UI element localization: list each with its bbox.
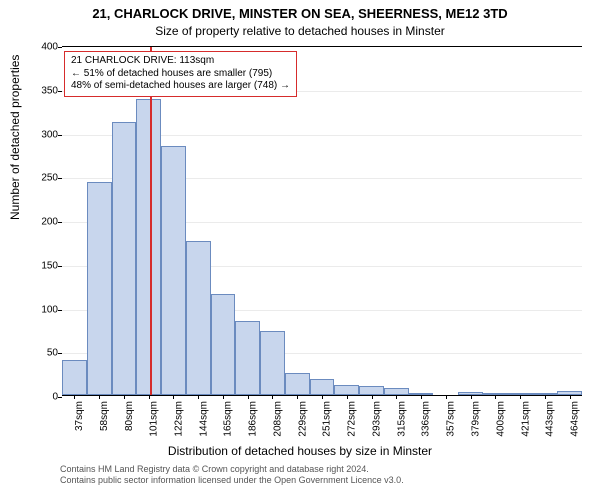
histogram-bar <box>310 379 335 395</box>
y-tick-label: 300 <box>24 129 62 140</box>
annotation-line: 48% of semi-detached houses are larger (… <box>71 80 290 93</box>
histogram-bar <box>62 360 87 395</box>
histogram-bar <box>112 122 137 395</box>
x-tick-label: 251sqm <box>322 397 333 437</box>
x-tick-label: 58sqm <box>99 397 110 431</box>
x-tick-label: 208sqm <box>272 397 283 437</box>
footer-line: Contains HM Land Registry data © Crown c… <box>60 464 590 475</box>
y-tick-label: 250 <box>24 173 62 184</box>
x-tick-label: 400sqm <box>495 397 506 437</box>
y-tick-label: 200 <box>24 217 62 228</box>
y-tick-label: 50 <box>24 348 62 359</box>
x-tick-label: 37sqm <box>74 397 85 431</box>
histogram-bar <box>87 182 112 395</box>
x-tick-label: 357sqm <box>446 397 457 437</box>
x-tick-label: 186sqm <box>248 397 259 437</box>
y-axis-label: Number of detached properties <box>8 55 22 220</box>
reference-annotation: 21 CHARLOCK DRIVE: 113sqm ← 51% of detac… <box>64 51 297 97</box>
chart-container: 21, CHARLOCK DRIVE, MINSTER ON SEA, SHEE… <box>0 0 600 500</box>
reference-line <box>150 47 152 395</box>
histogram-bar <box>186 241 211 395</box>
chart-title: 21, CHARLOCK DRIVE, MINSTER ON SEA, SHEE… <box>0 6 600 21</box>
y-tick-label: 100 <box>24 304 62 315</box>
histogram-bar <box>359 386 384 395</box>
x-tick-label: 293sqm <box>372 397 383 437</box>
histogram-bar <box>136 99 161 395</box>
x-tick-label: 421sqm <box>520 397 531 437</box>
y-tick-label: 150 <box>24 260 62 271</box>
y-tick-label: 400 <box>24 42 62 53</box>
annotation-line: ← 51% of detached houses are smaller (79… <box>71 68 290 81</box>
x-tick-label: 165sqm <box>223 397 234 437</box>
chart-subtitle: Size of property relative to detached ho… <box>0 24 600 38</box>
x-axis-label: Distribution of detached houses by size … <box>0 444 600 458</box>
histogram-bar <box>211 294 236 395</box>
histogram-bar <box>235 321 260 395</box>
annotation-line: 21 CHARLOCK DRIVE: 113sqm <box>71 55 290 68</box>
x-tick-label: 336sqm <box>421 397 432 437</box>
histogram-bar <box>285 373 310 395</box>
x-tick-label: 379sqm <box>471 397 482 437</box>
x-tick-label: 464sqm <box>570 397 581 437</box>
x-tick-label: 144sqm <box>198 397 209 437</box>
histogram-bar <box>384 388 409 395</box>
x-tick-label: 229sqm <box>297 397 308 437</box>
histogram-bar <box>334 385 359 396</box>
x-tick-label: 315sqm <box>396 397 407 437</box>
plot-area: 05010015020025030035040037sqm58sqm80sqm1… <box>62 46 582 396</box>
x-tick-label: 80sqm <box>124 397 135 431</box>
footer-attribution: Contains HM Land Registry data © Crown c… <box>60 464 590 487</box>
y-tick-label: 350 <box>24 85 62 96</box>
x-tick-label: 443sqm <box>545 397 556 437</box>
x-tick-label: 122sqm <box>173 397 184 437</box>
footer-line: Contains public sector information licen… <box>60 475 590 486</box>
histogram-bar <box>260 331 285 395</box>
x-tick-label: 272sqm <box>347 397 358 437</box>
x-tick-label: 101sqm <box>149 397 160 437</box>
histogram-bar <box>161 146 186 395</box>
y-tick-label: 0 <box>24 392 62 403</box>
